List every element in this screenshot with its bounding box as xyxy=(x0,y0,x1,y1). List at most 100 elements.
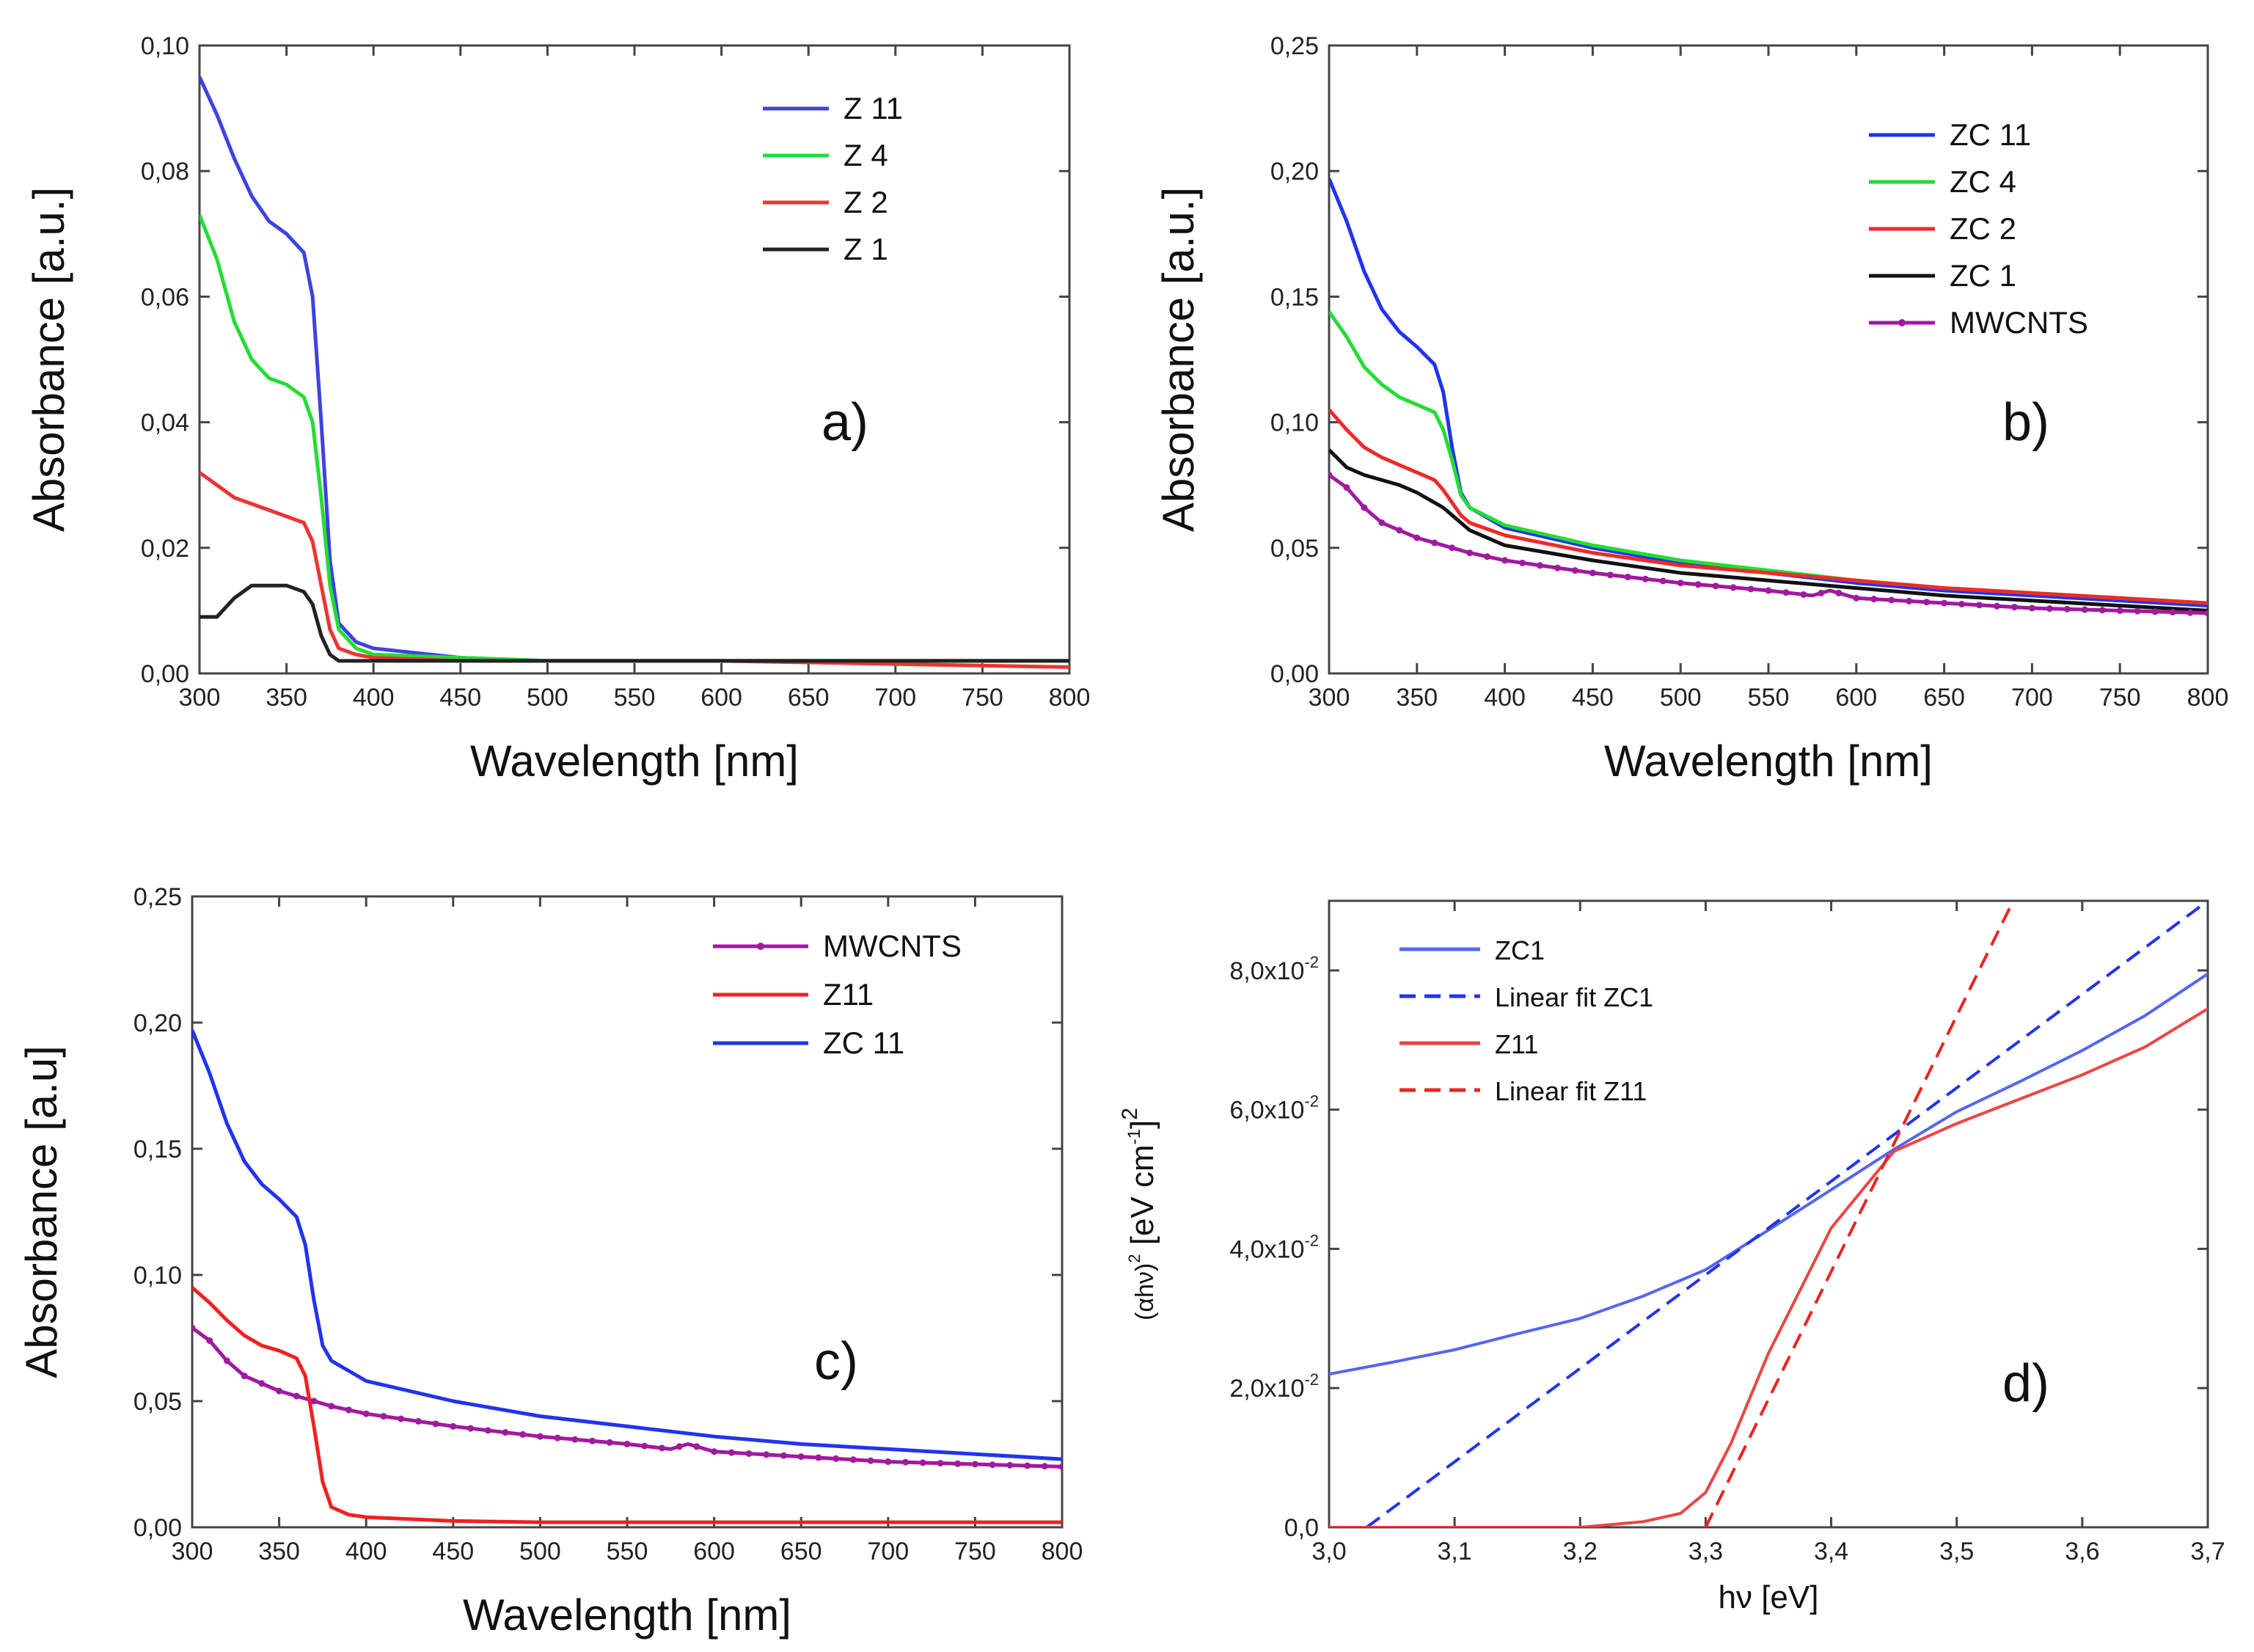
x-tick-label: 3,5 xyxy=(1939,1538,1974,1565)
mwcnts-point xyxy=(1484,553,1491,560)
y-tick-base: 0,0 xyxy=(1284,1514,1319,1542)
y-tick-label: 0,15 xyxy=(133,1136,182,1163)
x-tick-label: 500 xyxy=(1660,684,1702,712)
x-axis-label: Wavelength [nm] xyxy=(1604,737,1933,786)
plot-frame xyxy=(191,895,1064,1529)
mwcnts-point xyxy=(658,1444,665,1452)
y-tick-base: 8,0x10 xyxy=(1229,957,1304,985)
mwcnts-point xyxy=(919,1459,926,1466)
chart-panel-3: 300 350 400 450 500 550 600 650 700 750 800 0,00 0,0… xyxy=(17,883,1083,1640)
mwcnts-point xyxy=(1642,575,1649,582)
mwcnts-point xyxy=(554,1434,561,1441)
x-tick-label: 300 xyxy=(1309,684,1350,712)
mwcnts-point xyxy=(380,1413,387,1420)
legend-label: MWCNTS xyxy=(823,929,962,963)
x-tick-label: 3,3 xyxy=(1688,1538,1723,1565)
legend-label: Linear fit ZC1 xyxy=(1495,982,1653,1012)
mwcnts-point xyxy=(1958,600,1966,607)
x-tick-label: 550 xyxy=(1748,684,1790,712)
mwcnts-point xyxy=(1782,589,1790,596)
x-tick-label: 3,1 xyxy=(1438,1538,1472,1565)
mwcnts-point xyxy=(2187,609,2194,616)
y-label-part: (αhν) xyxy=(1131,1263,1159,1320)
mwcnts-point xyxy=(1058,1463,1062,1470)
mwcnts-point xyxy=(623,1440,631,1447)
legend-label: Z 11 xyxy=(844,91,903,125)
y-tick-label: 8,0x10-2 xyxy=(1229,953,1319,985)
x-tick-label: 3,6 xyxy=(2065,1538,2099,1565)
mwcnts-point xyxy=(728,1449,735,1456)
mwcnts-point xyxy=(536,1433,544,1440)
y-tick-label: 0,10 xyxy=(141,32,189,60)
legend-label: Z 1 xyxy=(844,232,888,266)
panel-label: d) xyxy=(2002,1354,2049,1413)
mwcnts-point xyxy=(1537,562,1544,569)
series-line-zc-4 xyxy=(1329,310,2208,605)
mwcnts-point xyxy=(345,1406,352,1414)
y-tick-label: 0,04 xyxy=(141,409,189,437)
mwcnts-point xyxy=(2063,605,2071,613)
mwcnts-point xyxy=(414,1418,422,1425)
x-tick-label: 450 xyxy=(432,1538,474,1565)
mwcnts-point xyxy=(2099,607,2106,614)
mwcnts-point xyxy=(398,1415,405,1422)
y-tick-label: 0,25 xyxy=(1270,32,1319,60)
x-tick-label: 700 xyxy=(2011,684,2053,712)
y-axis-label: Absorbance [a.u.] xyxy=(24,187,73,532)
mwcnts-point xyxy=(1993,602,2000,610)
mwcnts-point xyxy=(1554,564,1561,571)
mwcnts-point xyxy=(258,1380,266,1387)
series-group xyxy=(1329,178,2208,617)
mwcnts-point xyxy=(1730,584,1737,591)
y-tick-label: 0,00 xyxy=(133,1514,182,1542)
mwcnts-point xyxy=(1589,569,1596,577)
x-tick-label: 750 xyxy=(962,684,1003,712)
panel-label: c) xyxy=(814,1332,858,1391)
y-tick-exponent: -2 xyxy=(1304,1092,1319,1111)
mwcnts-point xyxy=(867,1457,874,1464)
y-tick-label: 0,00 xyxy=(1270,660,1319,688)
mwcnts-point xyxy=(1571,567,1578,574)
legend-label: Z 4 xyxy=(844,138,888,172)
mwcnts-point xyxy=(241,1373,248,1380)
mwcnts-point xyxy=(1606,571,1614,579)
chart-panel-4: 3,0 3,1 3,2 3,3 3,4 3,5 3,6 3,70,02,0x10-24,0x1… xyxy=(1118,899,2225,1615)
y-tick-base: 2,0x10 xyxy=(1229,1375,1304,1403)
mwcnts-point xyxy=(676,1443,683,1450)
legend-label: Z11 xyxy=(823,977,874,1012)
mwcnts-point xyxy=(1712,582,1719,590)
mwcnts-point xyxy=(2028,604,2035,612)
mwcnts-point xyxy=(1747,585,1754,593)
y-axis-label: Absorbance [a.u.] xyxy=(1154,187,1203,532)
mwcnts-point xyxy=(1976,602,1983,609)
mwcnts-point xyxy=(1870,596,1878,603)
legend-label: Z 2 xyxy=(844,185,888,219)
mwcnts-point xyxy=(1041,1463,1048,1470)
mwcnts-point xyxy=(2134,607,2141,615)
series-group xyxy=(1329,901,2208,1527)
y-tick-exponent: -2 xyxy=(1304,1370,1319,1389)
x-tick-label: 550 xyxy=(614,684,656,712)
legend-label: ZC 4 xyxy=(1950,164,2016,199)
y-label-units-end: ] xyxy=(1124,1120,1160,1129)
y-tick-label: 0,05 xyxy=(1270,535,1319,563)
series-line-linear-fit-zc1 xyxy=(1366,901,2208,1527)
mwcnts-point xyxy=(971,1461,978,1468)
mwcnts-point xyxy=(1343,484,1350,491)
mwcnts-point xyxy=(902,1458,910,1466)
mwcnts-point xyxy=(571,1436,579,1443)
y-tick-base: 6,0x10 xyxy=(1229,1097,1304,1125)
mwcnts-point xyxy=(484,1427,491,1434)
mwcnts-point xyxy=(2116,607,2123,614)
mwcnts-point xyxy=(2204,610,2208,617)
x-tick-label: 550 xyxy=(607,1538,648,1565)
y-tick-label: 6,0x10-2 xyxy=(1229,1092,1319,1125)
mwcnts-point xyxy=(1329,472,1333,479)
legend-label: ZC1 xyxy=(1495,935,1545,965)
x-tick-label: 300 xyxy=(179,684,221,712)
x-tick-label: 650 xyxy=(780,1538,822,1565)
y-tick-label: 2,0x10-2 xyxy=(1229,1370,1319,1403)
y-label-units: [eV cm xyxy=(1124,1144,1160,1254)
mwcnts-point xyxy=(1396,527,1403,534)
mwcnts-point xyxy=(1906,597,1913,604)
